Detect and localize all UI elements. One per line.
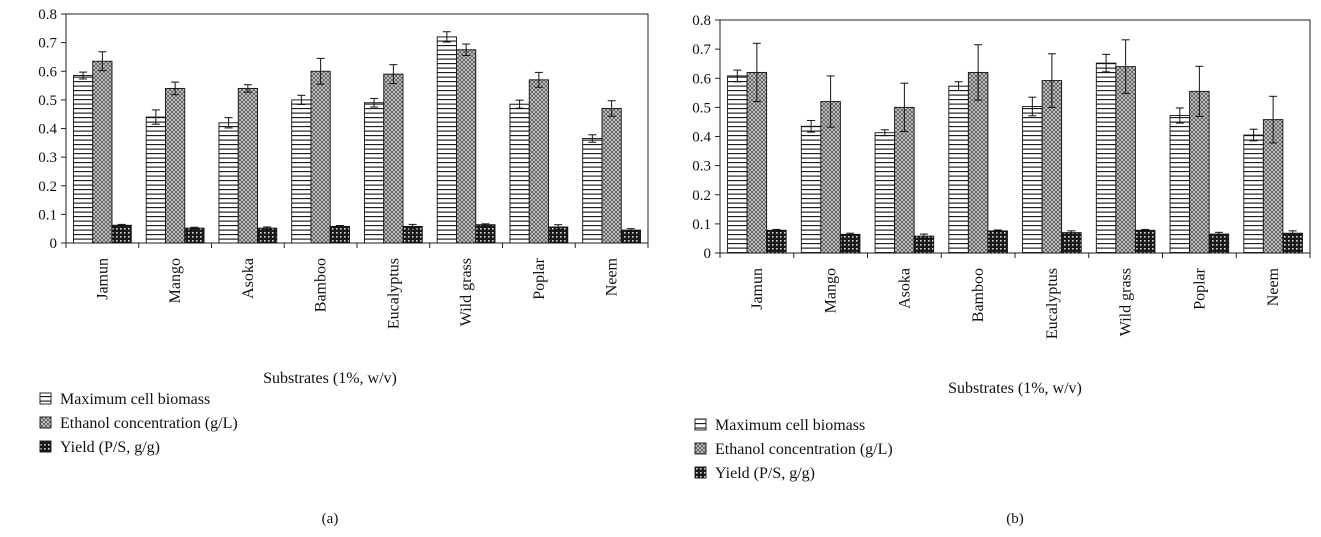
x-category-label: Jamun: [749, 268, 766, 310]
y-tick-label: 0.1: [38, 207, 57, 223]
bar: [582, 138, 603, 244]
bar: [436, 36, 457, 244]
x-category-label: Wild grass: [458, 258, 475, 326]
bar: [601, 108, 622, 244]
bar: [329, 225, 350, 244]
legend-entry: Maximum cell biomass: [715, 417, 865, 434]
y-tick-label: 0.4: [38, 122, 57, 138]
bar: [1208, 233, 1230, 254]
legend-swatch: [694, 418, 707, 431]
bar: [1095, 62, 1117, 254]
x-category-label: Eucalyptus: [1044, 268, 1061, 339]
bar: [1061, 232, 1082, 254]
x-category-label: Neem: [604, 257, 621, 296]
bar: [291, 99, 312, 244]
bar: [73, 75, 94, 244]
y-tick-label: 0.8: [38, 7, 57, 23]
bar: [509, 103, 530, 244]
y-tick-label: 0.7: [38, 36, 57, 52]
bar: [800, 125, 822, 254]
bar: [1115, 66, 1136, 254]
bar: [184, 227, 205, 244]
x-category-label: Mango: [823, 268, 840, 313]
panel-label: (b): [1006, 511, 1024, 527]
legend-swatch: [39, 416, 52, 429]
x-axis-title: Substrates (1%, w/v): [948, 380, 1082, 397]
panel-label: (a): [322, 511, 339, 527]
y-tick-label: 0: [50, 236, 58, 252]
x-category-label: Jamun: [94, 258, 111, 300]
bar: [92, 60, 113, 244]
y-tick-label: 0.4: [692, 130, 711, 146]
legend-entry: Maximum cell biomass: [60, 391, 210, 408]
bar: [1282, 232, 1303, 254]
legend-swatch: [39, 392, 52, 405]
x-category-label: Bamboo: [313, 258, 330, 312]
legend-swatch: [694, 466, 707, 479]
bar: [364, 102, 385, 244]
bar: [1134, 229, 1156, 254]
y-tick-label: 0.6: [38, 64, 57, 80]
x-axis-title: Substrates (1%, w/v): [263, 370, 397, 387]
bar: [165, 87, 186, 244]
x-category-label: Poplar: [531, 257, 548, 299]
x-category-label: Bamboo: [970, 268, 987, 322]
bar: [111, 224, 132, 244]
x-category-label: Eucalyptus: [385, 258, 402, 329]
y-tick-label: 0.2: [38, 179, 57, 195]
bar: [383, 73, 404, 244]
legend-entry: Ethanol concentration (g/L): [715, 441, 893, 458]
y-tick-label: 0: [704, 246, 712, 262]
bar: [839, 233, 861, 254]
bar: [1243, 134, 1264, 254]
y-tick-label: 0.5: [38, 93, 57, 109]
y-tick-label: 0.6: [692, 71, 711, 87]
legend-entry: Yield (P/S, g/g): [60, 439, 160, 456]
legend-entry: Ethanol concentration (g/L): [60, 415, 238, 432]
y-tick-label: 0.1: [692, 217, 711, 233]
bar: [620, 229, 641, 244]
bar: [874, 132, 896, 254]
bar: [1169, 115, 1191, 254]
x-category-label: Asoka: [896, 268, 913, 309]
bar: [145, 116, 166, 244]
legend-swatch: [694, 442, 707, 455]
bar: [766, 229, 787, 254]
bar: [218, 122, 239, 244]
bar: [456, 49, 477, 244]
y-tick-label: 0.3: [38, 150, 57, 166]
x-category-label: Asoka: [240, 258, 257, 299]
bar: [237, 87, 258, 244]
legend-swatch: [39, 440, 52, 453]
x-category-label: Poplar: [1191, 267, 1208, 309]
bar: [987, 230, 1008, 254]
x-category-label: Wild grass: [1118, 268, 1135, 336]
bar: [257, 227, 278, 244]
chart-panel-a: 0 0.1 0.2 0.3 0.4 0.5 0.6 0.7 0.8 Jamun Mango Asoka…: [38, 7, 649, 527]
y-tick-label: 0.8: [692, 13, 711, 29]
bar: [475, 224, 496, 244]
y-tick-label: 0.3: [692, 159, 711, 175]
bar: [528, 79, 549, 244]
bar: [1022, 106, 1043, 254]
bar: [310, 70, 331, 244]
y-tick-label: 0.7: [692, 42, 711, 58]
chart-panel-b: 0 0.1 0.2 0.3 0.4 0.5 0.6 0.7 0.8 Jamun Mango Asoka…: [692, 13, 1311, 527]
y-tick-label: 0.5: [692, 100, 711, 116]
bar: [727, 75, 748, 254]
legend-entry: Yield (P/S, g/g): [715, 465, 815, 482]
x-category-label: Mango: [167, 258, 184, 303]
y-tick-label: 0.2: [692, 188, 711, 204]
bar: [948, 85, 969, 254]
x-category-label: Neem: [1265, 267, 1282, 306]
